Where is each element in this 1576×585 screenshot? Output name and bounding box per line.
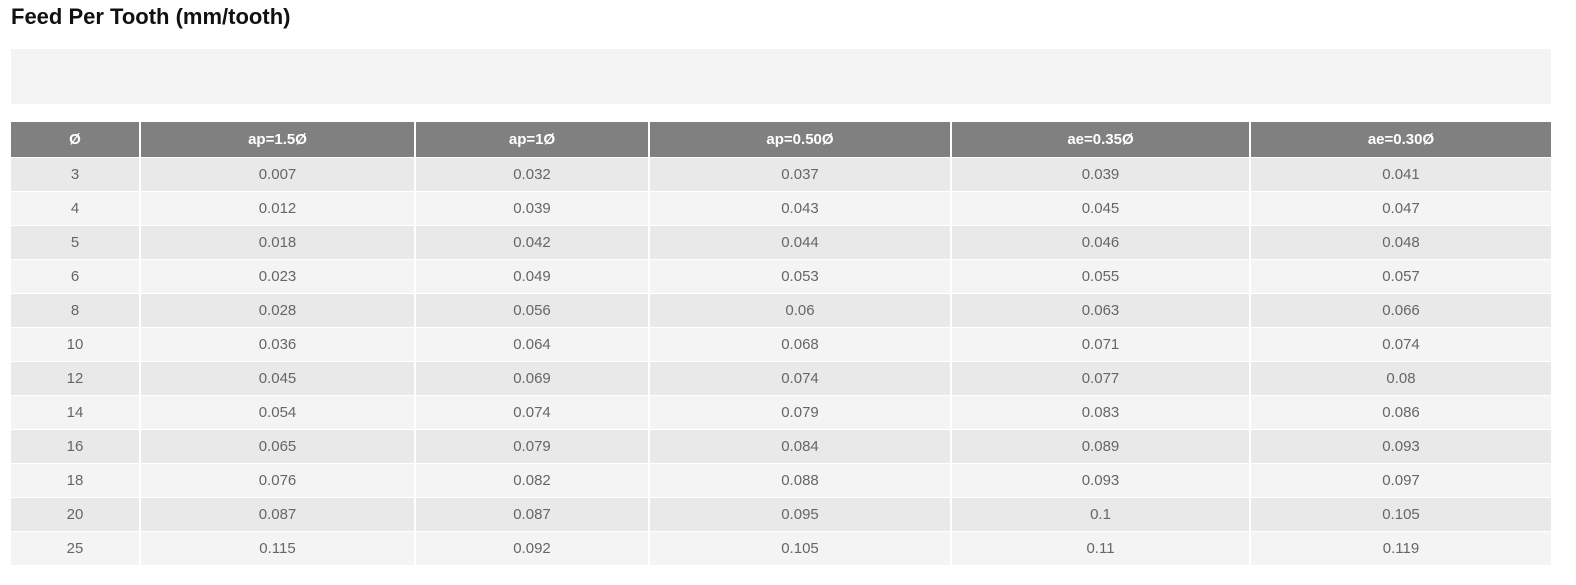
feed-value-cell: 0.11	[950, 531, 1250, 565]
column-header: ae=0.35Ø	[950, 122, 1250, 158]
table-row: 12 0.045 0.069 0.074 0.077 0.08	[11, 361, 1551, 396]
feed-value-cell: 0.054	[139, 395, 415, 430]
feed-value-cell: 0.043	[648, 191, 951, 226]
column-header: ae=0.30Ø	[1249, 122, 1551, 158]
table-row: 18 0.076 0.082 0.088 0.093 0.097	[11, 463, 1551, 498]
table-row: 10 0.036 0.064 0.068 0.071 0.074	[11, 327, 1551, 362]
feed-value-cell: 0.093	[950, 463, 1250, 498]
feed-value-cell: 0.041	[1249, 157, 1551, 192]
feed-value-cell: 0.093	[1249, 429, 1551, 464]
feed-value-cell: 0.06	[648, 293, 951, 328]
feed-value-cell: 0.088	[648, 463, 951, 498]
feed-value-cell: 0.074	[1249, 327, 1551, 362]
feed-value-cell: 0.053	[648, 259, 951, 294]
feed-value-cell: 0.037	[648, 157, 951, 192]
page-title: Feed Per Tooth (mm/tooth)	[11, 4, 291, 29]
feed-value-cell: 0.074	[648, 361, 951, 396]
feed-value-cell: 0.068	[648, 327, 951, 362]
column-header: ap=1.5Ø	[139, 122, 415, 158]
feed-value-cell: 0.119	[1249, 531, 1551, 565]
table-row: 16 0.065 0.079 0.084 0.089 0.093	[11, 429, 1551, 464]
table-row: 5 0.018 0.042 0.044 0.046 0.048	[11, 225, 1551, 260]
feed-value-cell: 0.032	[414, 157, 649, 192]
feed-value-cell: 0.083	[950, 395, 1250, 430]
diameter-cell: 25	[11, 531, 140, 565]
column-header: ap=0.50Ø	[648, 122, 951, 158]
feed-value-cell: 0.084	[648, 429, 951, 464]
feed-value-cell: 0.071	[950, 327, 1250, 362]
diameter-cell: 20	[11, 497, 140, 532]
table-row: 8 0.028 0.056 0.06 0.063 0.066	[11, 293, 1551, 328]
feed-value-cell: 0.039	[950, 157, 1250, 192]
feed-value-cell: 0.049	[414, 259, 649, 294]
feed-value-cell: 0.087	[139, 497, 415, 532]
column-header: Ø	[11, 122, 140, 158]
feed-value-cell: 0.055	[950, 259, 1250, 294]
feed-value-cell: 0.007	[139, 157, 415, 192]
feed-value-cell: 0.086	[1249, 395, 1551, 430]
table-row: 14 0.054 0.074 0.079 0.083 0.086	[11, 395, 1551, 430]
diameter-cell: 18	[11, 463, 140, 498]
table-row: 3 0.007 0.032 0.037 0.039 0.041	[11, 157, 1551, 192]
table-row: 25 0.115 0.092 0.105 0.11 0.119	[11, 531, 1551, 565]
feed-value-cell: 0.046	[950, 225, 1250, 260]
diameter-cell: 12	[11, 361, 140, 396]
feed-value-cell: 0.066	[1249, 293, 1551, 328]
feed-value-cell: 0.089	[950, 429, 1250, 464]
diameter-cell: 8	[11, 293, 140, 328]
feed-value-cell: 0.079	[414, 429, 649, 464]
feed-value-cell: 0.057	[1249, 259, 1551, 294]
table-row: 4 0.012 0.039 0.043 0.045 0.047	[11, 191, 1551, 226]
diameter-cell: 5	[11, 225, 140, 260]
feed-value-cell: 0.042	[414, 225, 649, 260]
feed-value-cell: 0.097	[1249, 463, 1551, 498]
feed-value-cell: 0.028	[139, 293, 415, 328]
feed-value-cell: 0.065	[139, 429, 415, 464]
diameter-cell: 16	[11, 429, 140, 464]
feed-value-cell: 0.076	[139, 463, 415, 498]
feed-value-cell: 0.105	[648, 531, 951, 565]
feed-value-cell: 0.012	[139, 191, 415, 226]
feed-value-cell: 0.063	[950, 293, 1250, 328]
feed-value-cell: 0.092	[414, 531, 649, 565]
feed-value-cell: 0.056	[414, 293, 649, 328]
feed-value-cell: 0.048	[1249, 225, 1551, 260]
feed-value-cell: 0.105	[1249, 497, 1551, 532]
banner-placeholder	[11, 49, 1551, 104]
feed-value-cell: 0.077	[950, 361, 1250, 396]
diameter-cell: 6	[11, 259, 140, 294]
feed-value-cell: 0.047	[1249, 191, 1551, 226]
feed-value-cell: 0.018	[139, 225, 415, 260]
feed-value-cell: 0.039	[414, 191, 649, 226]
diameter-cell: 3	[11, 157, 140, 192]
diameter-cell: 14	[11, 395, 140, 430]
feed-value-cell: 0.115	[139, 531, 415, 565]
feed-value-cell: 0.036	[139, 327, 415, 362]
feed-value-cell: 0.023	[139, 259, 415, 294]
column-header: ap=1Ø	[414, 122, 649, 158]
table-row: 6 0.023 0.049 0.053 0.055 0.057	[11, 259, 1551, 294]
feed-value-cell: 0.079	[648, 395, 951, 430]
feed-value-cell: 0.1	[950, 497, 1250, 532]
feed-value-cell: 0.082	[414, 463, 649, 498]
feed-value-cell: 0.08	[1249, 361, 1551, 396]
diameter-cell: 10	[11, 327, 140, 362]
feed-value-cell: 0.069	[414, 361, 649, 396]
feed-value-cell: 0.044	[648, 225, 951, 260]
feed-value-cell: 0.064	[414, 327, 649, 362]
table-row: 20 0.087 0.087 0.095 0.1 0.105	[11, 497, 1551, 532]
diameter-cell: 4	[11, 191, 140, 226]
feed-value-cell: 0.045	[950, 191, 1250, 226]
feed-value-cell: 0.074	[414, 395, 649, 430]
feed-value-cell: 0.087	[414, 497, 649, 532]
feed-value-cell: 0.095	[648, 497, 951, 532]
feed-value-cell: 0.045	[139, 361, 415, 396]
